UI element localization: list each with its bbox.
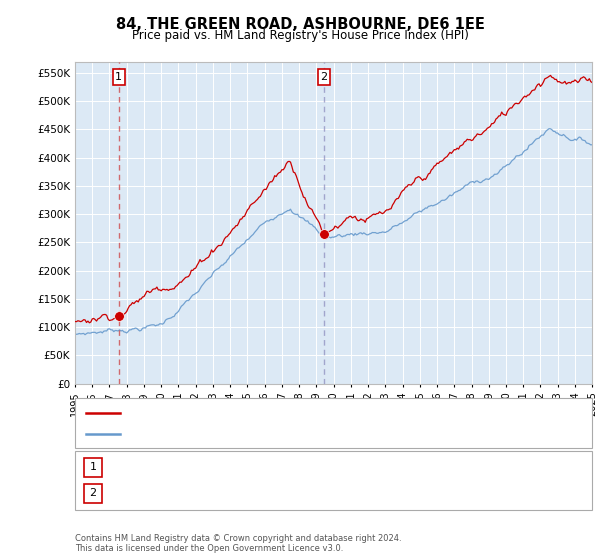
Text: £120,000: £120,000 [197, 462, 250, 472]
Text: 84, THE GREEN ROAD, ASHBOURNE, DE6 1EE: 84, THE GREEN ROAD, ASHBOURNE, DE6 1EE [116, 17, 484, 32]
Text: 12-JUN-2009: 12-JUN-2009 [113, 488, 184, 498]
Text: 19% ↑ HPI: 19% ↑ HPI [287, 462, 346, 472]
Text: 14-JUL-1997: 14-JUL-1997 [113, 462, 181, 472]
Text: Contains HM Land Registry data © Crown copyright and database right 2024.
This d: Contains HM Land Registry data © Crown c… [75, 534, 401, 553]
Text: 2: 2 [89, 488, 97, 498]
Text: HPI: Average price, detached house, Derbyshire Dales: HPI: Average price, detached house, Derb… [127, 429, 397, 439]
Text: 2: 2 [320, 72, 328, 82]
Text: 4% ↑ HPI: 4% ↑ HPI [287, 488, 340, 498]
Text: 1: 1 [89, 462, 97, 472]
Text: 84, THE GREEN ROAD, ASHBOURNE, DE6 1EE (detached house): 84, THE GREEN ROAD, ASHBOURNE, DE6 1EE (… [127, 408, 445, 418]
Text: £265,000: £265,000 [197, 488, 250, 498]
Text: Price paid vs. HM Land Registry's House Price Index (HPI): Price paid vs. HM Land Registry's House … [131, 29, 469, 42]
Text: 1: 1 [115, 72, 122, 82]
